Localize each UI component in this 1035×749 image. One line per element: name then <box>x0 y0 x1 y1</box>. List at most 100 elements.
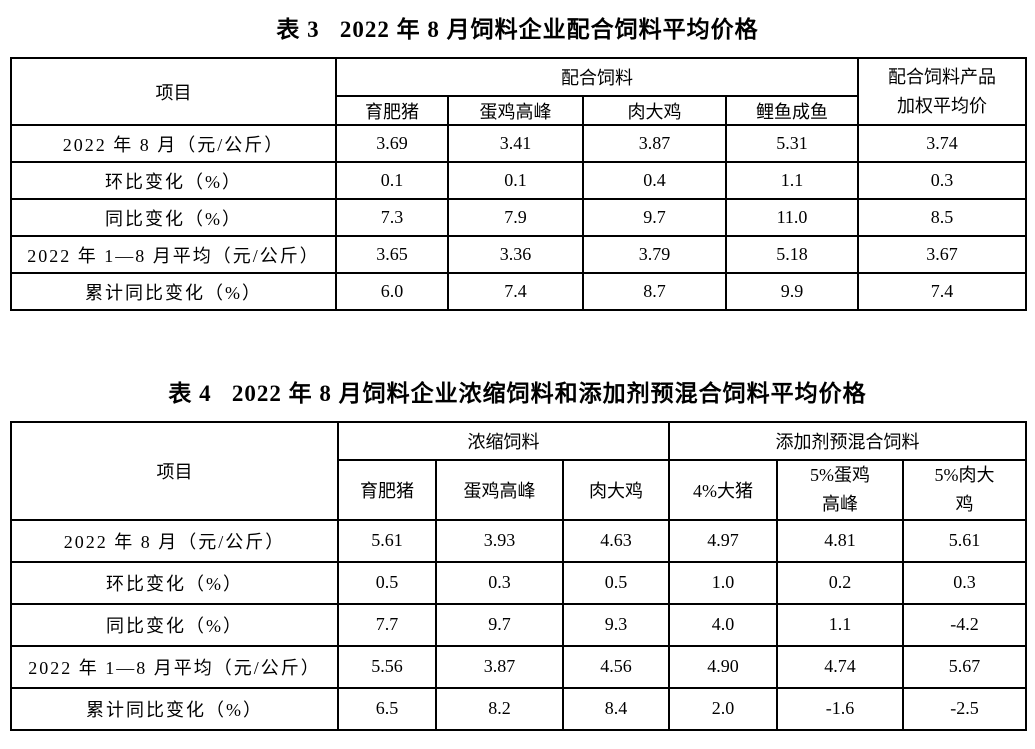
table-row: 2022 年 1—8 月平均（元/公斤） 5.56 3.87 4.56 4.90… <box>10 644 1027 689</box>
table4-header: 项目 浓缩饲料 添加剂预混合饲料 育肥猪 蛋鸡高峰 肉大鸡 4%大猪 5%蛋鸡 … <box>10 421 1027 521</box>
value-cell: 9.3 <box>562 602 670 647</box>
value-cell: 0.5 <box>337 560 437 605</box>
value-cell: 0.3 <box>435 560 564 605</box>
value-cell: 1.0 <box>668 560 778 605</box>
value-cell: 6.5 <box>337 686 437 731</box>
t4-row-label: 累计同比变化（%） <box>10 686 339 731</box>
t3-header-weighted-avg: 配合饲料产品 加权平均价 <box>857 57 1027 126</box>
t4-row-label: 环比变化（%） <box>10 560 339 605</box>
value-cell: 3.69 <box>335 124 449 163</box>
value-cell: 4.74 <box>776 644 904 689</box>
value-cell: -1.6 <box>776 686 904 731</box>
value-cell: 8.5 <box>857 198 1027 237</box>
table-row: 累计同比变化（%） 6.0 7.4 8.7 9.9 7.4 <box>10 272 1027 311</box>
table4-header-row-2: 育肥猪 蛋鸡高峰 肉大鸡 4%大猪 5%蛋鸡 高峰 5%肉大 鸡 <box>11 459 1027 521</box>
t3-header-group: 配合饲料 <box>335 57 859 97</box>
table-row: 2022 年 8 月（元/公斤） 5.61 3.93 4.63 4.97 4.8… <box>10 518 1027 563</box>
t4-row-label: 同比变化（%） <box>10 602 339 647</box>
value-cell: 9.7 <box>435 602 564 647</box>
table3-header: 项目 配合饲料 配合饲料产品 加权平均价 育肥猪 蛋鸡高峰 肉大鸡 鲤鱼成鱼 <box>10 57 1027 126</box>
table3-caption: 表 3 2022 年 8 月饲料企业配合饲料平均价格 <box>276 17 759 42</box>
t3-subcol-header-laying-hen-peak: 蛋鸡高峰 <box>447 95 584 126</box>
value-cell: 7.4 <box>447 272 584 311</box>
table-row: 同比变化（%） 7.7 9.7 9.3 4.0 1.1 -4.2 <box>10 602 1027 647</box>
value-cell: 4.90 <box>668 644 778 689</box>
value-cell: 0.2 <box>776 560 904 605</box>
value-cell: 4.81 <box>776 518 904 563</box>
t3-row-label: 环比变化（%） <box>10 161 337 200</box>
value-cell: 3.87 <box>435 644 564 689</box>
t4-subcol-header-5pct-laying-hen: 5%蛋鸡 高峰 <box>776 459 904 521</box>
value-cell: 3.93 <box>435 518 564 563</box>
value-cell: 6.0 <box>335 272 449 311</box>
value-cell: 5.31 <box>725 124 859 163</box>
t4-subcol-header-fattening-pig: 育肥猪 <box>337 459 437 521</box>
t4-subcol-header-laying-hen-peak: 蛋鸡高峰 <box>435 459 564 521</box>
value-cell: 1.1 <box>776 602 904 647</box>
value-cell: 3.65 <box>335 235 449 274</box>
table4-header-row-1: 项目 浓缩饲料 添加剂预混合饲料 <box>10 421 1027 521</box>
value-cell: 2.0 <box>668 686 778 731</box>
value-cell: 8.4 <box>562 686 670 731</box>
value-cell: 3.87 <box>582 124 727 163</box>
value-cell: -2.5 <box>902 686 1027 731</box>
value-cell: 7.7 <box>337 602 437 647</box>
value-cell: 0.1 <box>447 161 584 200</box>
value-cell: 4.56 <box>562 644 670 689</box>
value-cell: 5.18 <box>725 235 859 274</box>
value-cell: 5.67 <box>902 644 1027 689</box>
value-cell: 5.61 <box>337 518 437 563</box>
table4-caption: 表 4 2022 年 8 月饲料企业浓缩饲料和添加剂预混合饲料平均价格 <box>168 381 867 406</box>
value-cell: 4.0 <box>668 602 778 647</box>
value-cell: 0.3 <box>857 161 1027 200</box>
value-cell: 4.63 <box>562 518 670 563</box>
table3-header-row-2: 育肥猪 蛋鸡高峰 肉大鸡 鲤鱼成鱼 <box>11 95 1026 126</box>
table-row: 2022 年 1—8 月平均（元/公斤） 3.65 3.36 3.79 5.18… <box>10 235 1027 274</box>
t3-row-label: 累计同比变化（%） <box>10 272 337 311</box>
table3-header-row-1: 项目 配合饲料 配合饲料产品 加权平均价 <box>10 57 1027 126</box>
value-cell: 0.5 <box>562 560 670 605</box>
value-cell: 0.4 <box>582 161 727 200</box>
t4-header-group-premix: 添加剂预混合饲料 <box>668 421 1027 461</box>
t4-subcol-header-4pct-pig: 4%大猪 <box>668 459 778 521</box>
value-cell: 11.0 <box>725 198 859 237</box>
table4: 项目 浓缩饲料 添加剂预混合饲料 育肥猪 蛋鸡高峰 肉大鸡 4%大猪 5%蛋鸡 … <box>10 421 1027 731</box>
value-cell: 9.9 <box>725 272 859 311</box>
value-cell: 5.56 <box>337 644 437 689</box>
t3-subcol-header-broiler: 肉大鸡 <box>582 95 727 126</box>
t3-header-item: 项目 <box>10 57 337 126</box>
value-cell: 9.7 <box>582 198 727 237</box>
table-row: 2022 年 8 月（元/公斤） 3.69 3.41 3.87 5.31 3.7… <box>10 124 1027 163</box>
t3-row-label: 2022 年 8 月（元/公斤） <box>10 124 337 163</box>
t4-row-label: 2022 年 1—8 月平均（元/公斤） <box>10 644 339 689</box>
value-cell: 3.67 <box>857 235 1027 274</box>
t4-header-group-concentrate: 浓缩饲料 <box>337 421 670 461</box>
t4-row-label: 2022 年 8 月（元/公斤） <box>10 518 339 563</box>
value-cell: 7.4 <box>857 272 1027 311</box>
table-row: 环比变化（%） 0.5 0.3 0.5 1.0 0.2 0.3 <box>10 560 1027 605</box>
table-row: 环比变化（%） 0.1 0.1 0.4 1.1 0.3 <box>10 161 1027 200</box>
t4-subcol-header-broiler: 肉大鸡 <box>562 459 670 521</box>
t3-subcol-header-fattening-pig: 育肥猪 <box>335 95 449 126</box>
value-cell: 3.36 <box>447 235 584 274</box>
value-cell: 5.61 <box>902 518 1027 563</box>
value-cell: 8.7 <box>582 272 727 311</box>
value-cell: 3.79 <box>582 235 727 274</box>
table-row: 累计同比变化（%） 6.5 8.2 8.4 2.0 -1.6 -2.5 <box>10 686 1027 731</box>
t4-subcol-header-5pct-broiler: 5%肉大 鸡 <box>902 459 1027 521</box>
value-cell: 8.2 <box>435 686 564 731</box>
value-cell: 3.41 <box>447 124 584 163</box>
value-cell: 0.1 <box>335 161 449 200</box>
t4-header-item: 项目 <box>10 421 339 521</box>
value-cell: 3.74 <box>857 124 1027 163</box>
value-cell: 7.9 <box>447 198 584 237</box>
t3-row-label: 同比变化（%） <box>10 198 337 237</box>
t3-subcol-header-carp: 鲤鱼成鱼 <box>725 95 859 126</box>
value-cell: 4.97 <box>668 518 778 563</box>
table-row: 同比变化（%） 7.3 7.9 9.7 11.0 8.5 <box>10 198 1027 237</box>
table3: 项目 配合饲料 配合饲料产品 加权平均价 育肥猪 蛋鸡高峰 肉大鸡 鲤鱼成鱼 2… <box>10 57 1027 311</box>
value-cell: 0.3 <box>902 560 1027 605</box>
value-cell: 1.1 <box>725 161 859 200</box>
t3-row-label: 2022 年 1—8 月平均（元/公斤） <box>10 235 337 274</box>
value-cell: 7.3 <box>335 198 449 237</box>
